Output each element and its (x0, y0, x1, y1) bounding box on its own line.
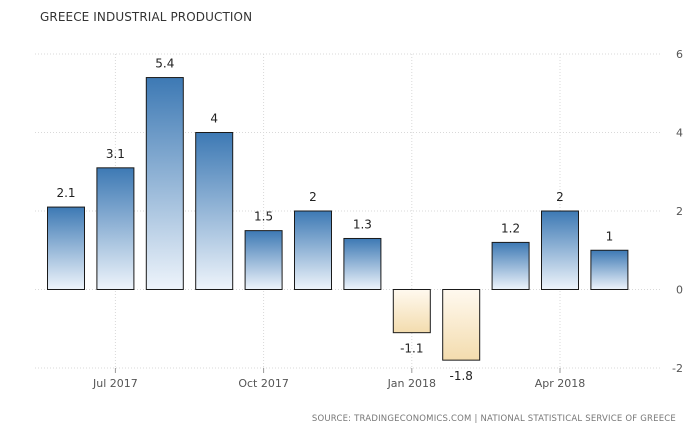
data-label: 4 (210, 112, 218, 126)
bar-aug-2017 (145, 77, 184, 290)
x-tick-label: Jan 2018 (387, 377, 436, 390)
data-label: 2 (309, 190, 317, 204)
data-label: 1 (606, 229, 614, 243)
data-label: 2 (556, 190, 564, 204)
bar-dec-2017 (343, 237, 382, 291)
x-tick-label: Oct 2017 (238, 377, 289, 390)
data-labels: 2.1 3.1 5.4 4 1.5 2 1.3 -1.1 -1.8 1.2 2 1 (56, 57, 613, 384)
y-tick-label: 2 (676, 205, 683, 218)
y-tick-label: 6 (676, 48, 683, 61)
bars (47, 77, 629, 361)
y-tick-label: 4 (676, 127, 683, 140)
bar-nov-2017 (294, 210, 332, 290)
bar-oct-2017 (244, 230, 283, 290)
data-label: -1.8 (449, 369, 472, 383)
bar-jan-2018 (392, 289, 431, 334)
data-label: 2.1 (56, 186, 75, 200)
chart-title: GREECE INDUSTRIAL PRODUCTION (40, 10, 253, 24)
chart-source: SOURCE: TRADINGECONOMICS.COM | NATIONAL … (311, 414, 676, 424)
y-tick-label: -2 (672, 362, 683, 375)
bar-may-2018 (590, 249, 629, 290)
bar-feb-2018 (442, 289, 481, 361)
bar-sep-2017 (195, 132, 234, 290)
y-tick-label: 0 (676, 284, 683, 297)
data-label: 5.4 (155, 57, 174, 71)
data-label: 1.2 (501, 221, 520, 235)
data-label: 1.5 (254, 210, 273, 224)
bar-mar-2018 (491, 241, 530, 290)
data-label: 1.3 (353, 217, 372, 231)
data-label: 3.1 (106, 147, 125, 161)
bar-jul-2017 (96, 167, 135, 290)
bar-jun-2017 (47, 206, 85, 290)
x-axis-ticks: Jul 2017 Oct 2017 Jan 2018 Apr 2018 (92, 368, 585, 390)
x-tick-label: Jul 2017 (92, 377, 138, 390)
x-tick-label: Apr 2018 (535, 377, 586, 390)
data-label: -1.1 (400, 342, 423, 356)
y-axis-ticks: -2 0 2 4 6 (672, 48, 683, 375)
bar-apr-2018 (541, 210, 579, 290)
